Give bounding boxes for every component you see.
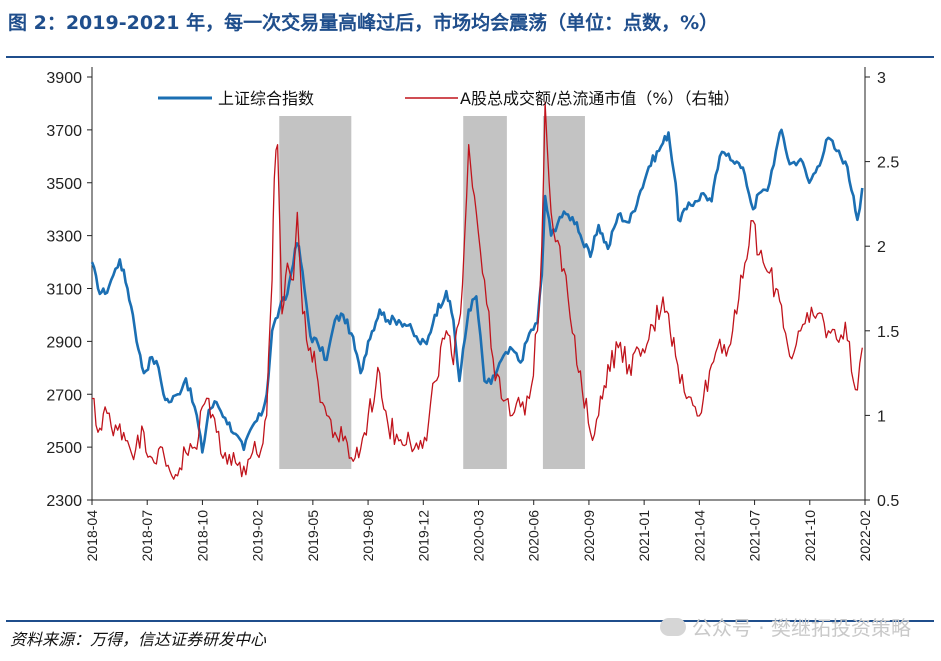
legend: 上证综合指数 A股总成交额/总流通市值（%）（右轴） [158,89,740,108]
wechat-icon [659,617,686,636]
series-lines [90,101,864,480]
right-tick-label: 1 [877,408,886,425]
x-tick-label: 2019-05 [305,510,321,562]
x-tick-label: 2019-12 [415,510,431,562]
x-tick-label: 2020-06 [526,510,542,562]
left-tick-label: 3700 [46,123,82,140]
right-tick-label: 1.5 [877,324,899,341]
right-axis-ticks: 0.5 1 1.5 2 2.5 3 [865,70,899,510]
right-tick-label: 0.5 [877,493,899,510]
x-tick-label: 2022-02 [857,510,873,562]
x-tick-label: 2018-10 [194,510,210,562]
x-tick-label: 2018-04 [84,510,100,562]
x-tick-label: 2018-07 [139,510,155,562]
left-tick-label: 3900 [46,70,82,87]
left-tick-label: 2500 [46,440,82,457]
right-tick-label: 2.5 [877,155,899,172]
series-line-1 [90,128,864,454]
left-tick-label: 2700 [46,387,82,404]
x-tick-label: 2020-03 [471,510,487,562]
legend-label-index: 上证综合指数 [218,89,314,108]
source-rule [6,620,934,622]
watermark-text: 公众号 · 樊继拓投资策略 [691,616,911,640]
right-tick-label: 3 [877,70,886,87]
x-tick-label: 2021-07 [747,510,763,562]
x-tick-label: 2021-10 [802,510,818,562]
x-tick-label: 2020-09 [581,510,597,562]
x-tick-label: 2021-04 [691,510,707,562]
source-note: 资料来源：万得，信达证券研发中心 [10,630,267,649]
x-axis-ticks: 2018-04 2018-07 2018-10 2019-02 2019-05 2019-… [84,500,873,561]
watermark: 公众号 · 樊继拓投资策略 [659,612,911,641]
shaded-periods [279,116,585,469]
left-tick-label: 2300 [46,493,82,510]
left-tick-label: 2900 [46,334,82,351]
x-tick-label: 2021-01 [636,510,652,562]
series-line-2 [92,101,863,480]
x-tick-label: 2019-02 [250,510,266,562]
shaded-period-3 [542,116,585,469]
right-tick-label: 2 [877,239,886,256]
left-tick-label: 3300 [46,229,82,246]
left-axis-ticks: 2300 2500 2700 2900 3100 3300 3500 3700 3900 [46,70,92,510]
shaded-period-1 [279,116,352,469]
title-rule [6,56,934,58]
left-tick-label: 3500 [46,176,82,193]
legend-label-turnover: A股总成交额/总流通市值（%）（右轴） [460,89,740,108]
figure-title: 图 2：2019-2021 年，每一次交易量高峰过后，市场均会震荡（单位：点数，… [8,12,719,34]
x-tick-label: 2019-08 [360,510,376,562]
left-tick-label: 3100 [46,282,82,299]
